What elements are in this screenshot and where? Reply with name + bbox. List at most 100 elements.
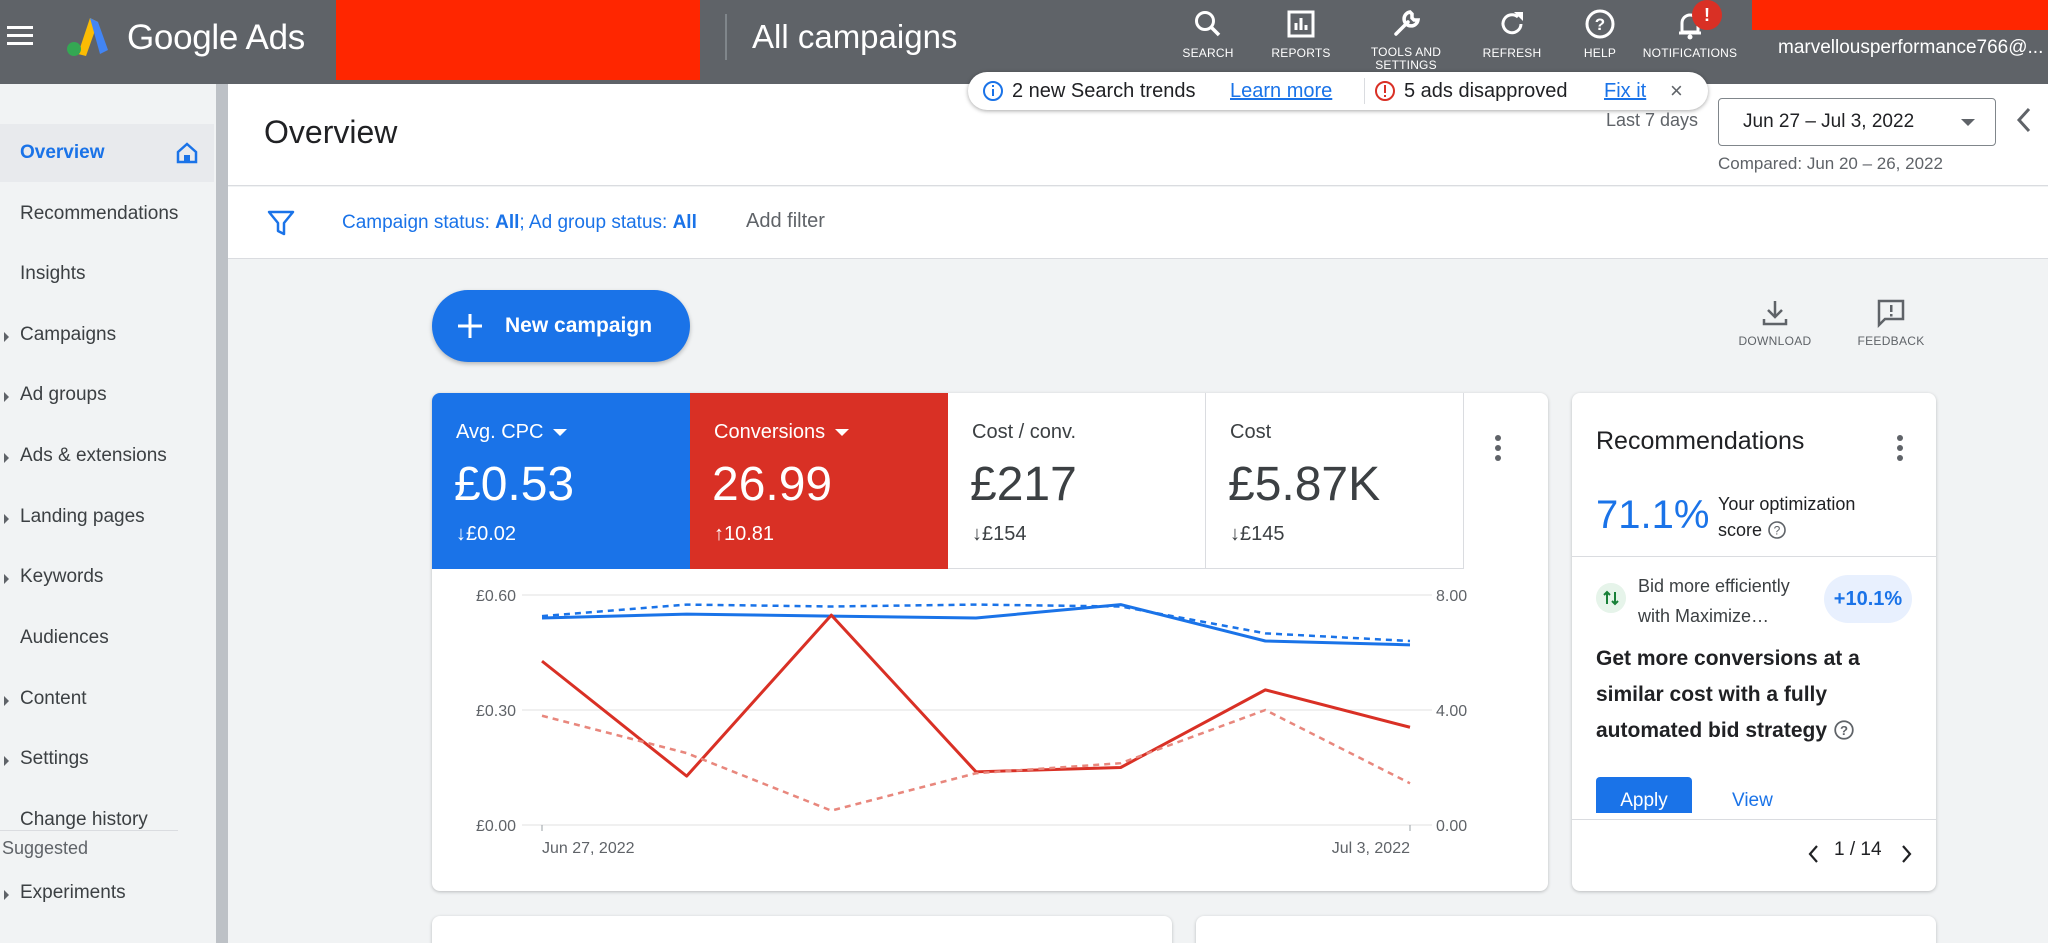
status-filter-chip[interactable]: Campaign status: All; Ad group status: A… <box>342 212 697 234</box>
product-name: Google Ads <box>127 18 305 57</box>
search-trends-text: 2 new Search trends <box>1012 80 1196 102</box>
optimization-score: 71.1% <box>1596 493 1710 537</box>
learn-more-link[interactable]: Learn more <box>1230 80 1333 102</box>
sidebar-item-label: Audiences <box>20 627 109 648</box>
help-button[interactable]: ? HELP <box>1580 8 1620 68</box>
search-label: SEARCH <box>1182 46 1234 60</box>
metric-value: £5.87K <box>1228 458 1381 511</box>
sidebar-item-ad-groups[interactable]: Ad groups <box>0 366 214 424</box>
sidebar-item-recommendations[interactable]: Recommendations <box>0 185 214 243</box>
y-right-tick-label: 8.00 <box>1436 588 1467 605</box>
caret-right-icon <box>4 756 9 766</box>
date-range-picker[interactable]: Jun 27 – Jul 3, 2022 <box>1718 98 1996 146</box>
bottom-card-left <box>432 916 1172 943</box>
search-icon <box>1195 11 1221 37</box>
sidebar-scrollbar[interactable] <box>216 84 228 943</box>
feedback-button[interactable]: FEEDBACK <box>1856 298 1926 348</box>
download-button[interactable]: DOWNLOAD <box>1736 298 1814 348</box>
view-button[interactable]: View <box>1732 790 1773 811</box>
y-right-tick-label: 0.00 <box>1436 818 1467 835</box>
metric-avg-cpc[interactable]: Avg. CPC £0.53 ↓£0.02 <box>432 393 690 569</box>
refresh-button[interactable]: REFRESH <box>1480 8 1544 68</box>
sidebar-divider <box>0 830 178 831</box>
reports-button[interactable]: REPORTS <box>1270 8 1332 68</box>
performance-line-chart: £0.00 £0.30 £0.60 0.00 4.00 8.00 Jun 27, 2022 J… <box>476 588 1467 857</box>
svg-text:?: ? <box>1774 524 1781 538</box>
x-tick-label: Jun 27, 2022 <box>542 840 635 857</box>
caret-right-icon <box>4 332 9 342</box>
sidebar-item-label: Ad groups <box>20 384 107 405</box>
caret-right-icon <box>4 696 9 706</box>
recommendations-divider <box>1572 556 1936 557</box>
dropdown-arrow-icon <box>1961 119 1975 126</box>
sidebar-item-overview[interactable]: Overview <box>0 124 214 182</box>
y-left-tick-label: £0.60 <box>476 588 516 605</box>
sidebar-item-change-history[interactable]: Change history <box>0 791 214 849</box>
recommendations-footer-divider <box>1572 819 1936 820</box>
sidebar-section-label: Suggested <box>2 838 89 858</box>
metric-conversions[interactable]: Conversions 26.99 ↑10.81 <box>690 393 948 569</box>
chevron-left-icon[interactable] <box>1806 843 1820 865</box>
hamburger-menu-icon[interactable] <box>4 20 36 52</box>
sidebar-item-label: Change history <box>20 809 148 830</box>
sidebar-item-label: Overview <box>20 142 105 163</box>
filter-icon[interactable] <box>266 208 296 238</box>
sidebar-item-campaigns[interactable]: Campaigns <box>0 306 214 364</box>
metric-delta: ↓£154 <box>972 523 1027 545</box>
fix-it-link[interactable]: Fix it <box>1604 80 1647 102</box>
sidebar-item-content[interactable]: Content <box>0 670 214 728</box>
y-left-tick-label: £0.30 <box>476 703 516 720</box>
campaign-status-value: All <box>495 212 520 233</box>
sidebar-item-landing-pages[interactable]: Landing pages <box>0 488 214 546</box>
recommendations-pager: 1 / 14 <box>1834 839 1882 860</box>
ad-group-status-value: All <box>672 212 697 233</box>
search-button[interactable]: SEARCH <box>1178 8 1238 68</box>
metric-cost-per-conv[interactable]: Cost / conv. £217 ↓£154 <box>948 393 1206 569</box>
sidebar-item-insights[interactable]: Insights <box>0 245 214 303</box>
error-icon <box>1375 81 1395 101</box>
help-outline-icon[interactable]: ? <box>1833 719 1855 741</box>
metric-name: Cost / conv. <box>972 421 1077 443</box>
download-label: DOWNLOAD <box>1738 334 1812 348</box>
filter-bar <box>228 187 2048 259</box>
bottom-card-right <box>1196 916 1936 943</box>
chart-series-line-0 <box>541 603 1411 647</box>
y-right-tick-label: 4.00 <box>1436 703 1467 720</box>
sidebar-item-label: Recommendations <box>20 203 179 224</box>
more-vert-icon[interactable] <box>1490 433 1506 463</box>
close-icon[interactable]: × <box>1670 78 1683 103</box>
more-vert-icon[interactable] <box>1892 433 1908 463</box>
sidebar-item-experiments[interactable]: Experiments <box>0 864 214 922</box>
sidebar-item-settings[interactable]: Settings <box>0 730 214 788</box>
notifications-button[interactable]: NOTIFICATIONS <box>1642 8 1738 68</box>
bid-strategy-icon <box>1596 583 1626 613</box>
sidebar-item-ads-extensions[interactable]: Ads & extensions <box>0 427 214 485</box>
topbar-divider <box>725 14 727 60</box>
chevron-right-icon[interactable] <box>1900 843 1914 865</box>
help-outline-icon[interactable]: ? <box>1767 520 1787 540</box>
tools-settings-button[interactable]: TOOLS AND SETTINGS <box>1365 8 1447 84</box>
metric-cost[interactable]: Cost £5.87K ↓£145 <box>1206 393 1464 569</box>
svg-text:?: ? <box>1840 723 1848 738</box>
user-email[interactable]: marvellousperformance766@... <box>1778 37 2044 58</box>
sidebar-item-audiences[interactable]: Audiences <box>0 609 214 667</box>
page-context-title: All campaigns <box>752 18 958 55</box>
sidebar-item-keywords[interactable]: Keywords <box>0 548 214 606</box>
chart-series-line-2 <box>541 613 1411 778</box>
new-campaign-button[interactable]: New campaign <box>432 290 690 362</box>
ad-group-status-label: ; Ad group status: <box>519 212 673 233</box>
metric-value: 26.99 <box>712 458 833 511</box>
info-icon <box>983 81 1003 101</box>
recommendations-title: Recommendations <box>1596 427 1805 455</box>
sidebar-item-label: Landing pages <box>20 506 145 527</box>
sidebar-item-label: Campaigns <box>20 324 117 345</box>
caret-right-icon <box>4 890 9 900</box>
tools-settings-label: TOOLS AND SETTINGS <box>1370 45 1442 72</box>
reports-icon <box>1287 10 1315 38</box>
reports-label: REPORTS <box>1271 46 1331 60</box>
arrow-down-icon: ↓ <box>1230 523 1240 545</box>
sidebar-item-label: Keywords <box>20 566 104 587</box>
chevron-left-icon[interactable] <box>2014 106 2034 134</box>
add-filter-button[interactable]: Add filter <box>746 210 825 232</box>
notification-badge: ! <box>1692 0 1722 30</box>
